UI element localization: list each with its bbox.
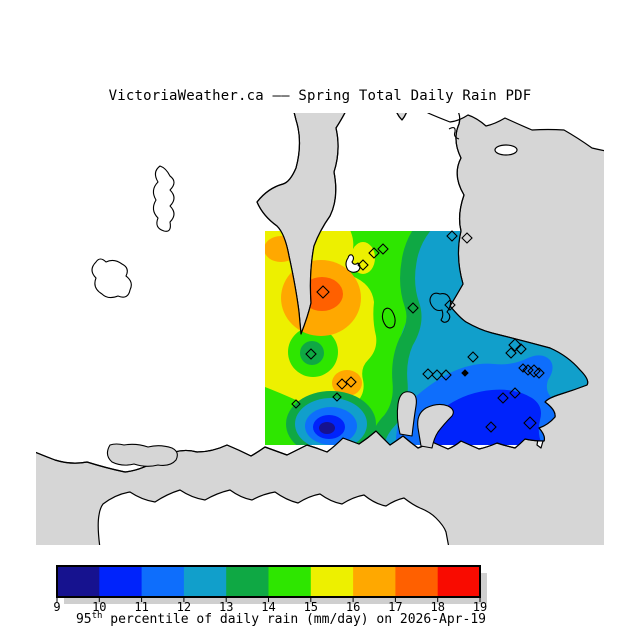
station-diamond-marker [377, 243, 389, 255]
station-diamond-marker [497, 392, 509, 404]
lake-shawnigan [152, 165, 175, 232]
elk-lake [429, 292, 452, 323]
station-diamond-marker [422, 368, 434, 380]
field-east-brightblue-band [428, 389, 545, 445]
colorbar-segment [183, 566, 227, 597]
colorbar-tick-label: 17 [388, 600, 402, 614]
station-diamond-marker [444, 299, 456, 311]
colorbar-segment [268, 566, 312, 597]
station-diamond-marker [332, 392, 342, 402]
station-diamond-marker [431, 369, 443, 381]
lake-west [91, 258, 132, 299]
colorbar-ticks: 9 10 11 12 13 14 15 16 17 18 19 [53, 597, 487, 614]
olympic-peninsula [97, 489, 450, 545]
colorbar-segment [141, 566, 185, 597]
station-diamond-marker [345, 376, 357, 388]
colorbar-caption: 95th percentile of daily rain (mm/day) o… [76, 611, 486, 627]
colorbar-tick-label: 18 [430, 600, 444, 614]
victoria-harbour [417, 403, 454, 449]
station-markers [291, 230, 545, 433]
esquimalt-harbour [396, 391, 417, 437]
field-green-spot-core [300, 341, 324, 365]
colorbar-segment [99, 566, 143, 597]
lakes-outline-group [91, 127, 460, 329]
colorbar-tick-label: 9 [53, 600, 60, 614]
colorbar-segment [353, 566, 396, 597]
station-diamond-marker [515, 343, 527, 355]
page-title: VictoriaWeather.ca —— Spring Total Daily… [108, 88, 532, 104]
station-diamond-marker [305, 348, 317, 360]
colorbar-tick-label: 13 [219, 600, 233, 614]
colorbar-tick-label: 14 [261, 600, 275, 614]
station-diamond-marker [467, 351, 479, 363]
colorbar-tick-label: 10 [92, 600, 106, 614]
field-pool-navy-core [319, 422, 335, 434]
colorbar-tick-label: 16 [346, 600, 360, 614]
station-diamond-marker [407, 302, 419, 314]
colorbar-tick-label: 12 [177, 600, 191, 614]
colorbar-tick-label: 15 [304, 600, 318, 614]
station-diamond-marker [523, 416, 537, 430]
station-diamond-marker [446, 230, 458, 242]
prospect-lake [381, 307, 396, 329]
colorbar-segment [226, 566, 269, 597]
station-diamond-marker [508, 338, 522, 352]
small-island [494, 144, 518, 156]
station-diamond-marker [357, 259, 369, 271]
colorbar-segment [57, 566, 100, 597]
station-diamond-marker [440, 369, 452, 381]
harbour-group [106, 254, 454, 467]
colorbar-segment [437, 566, 481, 597]
station-diamond-marker [461, 232, 473, 244]
gulf-islands-strip [427, 113, 604, 152]
colorbar-tick-label: 19 [473, 600, 487, 614]
islet-squiggle [448, 127, 460, 140]
station-diamond-marker [336, 378, 348, 390]
station-diamond-marker [291, 399, 301, 409]
station-diamond-marker [533, 367, 545, 379]
coastal-spit [345, 254, 361, 273]
station-diamond-marker [509, 387, 521, 399]
station-diamond-marker [368, 247, 380, 259]
field-darkgreen-band [367, 231, 434, 445]
colorbar-legend: 9 10 11 12 13 14 15 16 17 18 19 95th percentile of… [53, 565, 487, 627]
station-diamond-marker [505, 347, 517, 359]
colorbar-tick-label: 11 [134, 600, 148, 614]
sooke-basin [106, 443, 178, 467]
station-diamond-marker [316, 285, 330, 299]
station-diamond-marker [461, 369, 469, 377]
station-diamond-marker [485, 421, 497, 433]
colorbar-segment [395, 566, 439, 597]
colorbar-segments [57, 566, 481, 597]
colorbar-segment [310, 566, 354, 597]
